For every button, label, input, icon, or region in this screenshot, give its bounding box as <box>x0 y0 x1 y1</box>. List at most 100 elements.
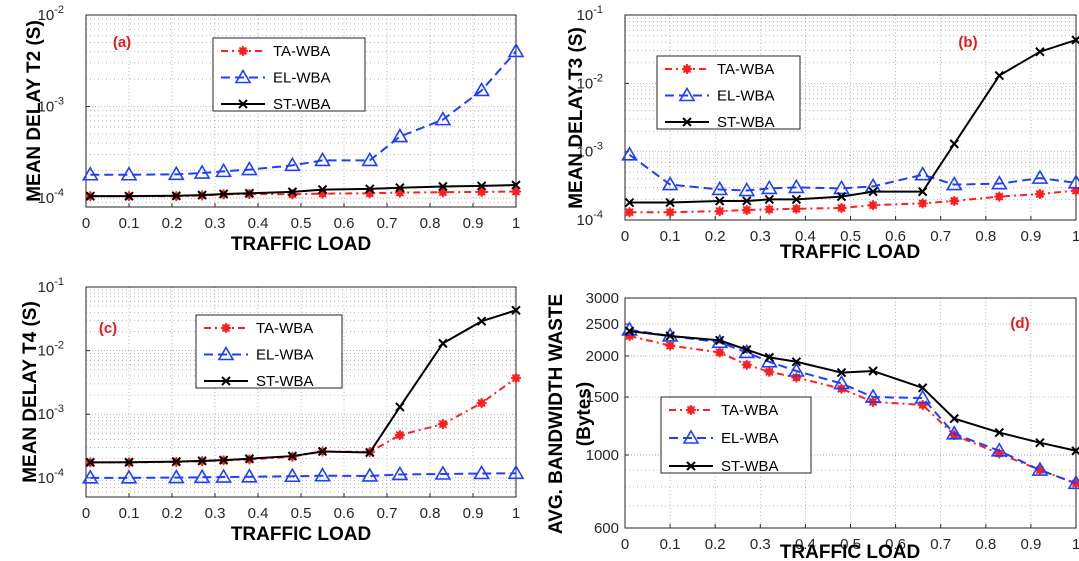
y-tick-label: 2500 <box>586 316 619 333</box>
x-axis-label: TRAFFIC LOAD <box>780 242 920 263</box>
y-tick-label: 600 <box>594 520 619 537</box>
x-tick-label: 1 <box>512 215 520 232</box>
y-tick-label: 3000 <box>586 290 619 307</box>
legend-label: EL-WBA <box>256 347 314 364</box>
data-point <box>741 205 752 216</box>
x-tick-label: 0.5 <box>291 505 312 522</box>
data-point <box>665 207 676 218</box>
panel-tag: (d) <box>1010 315 1029 332</box>
data-point <box>120 166 138 181</box>
legend-marker <box>686 461 696 471</box>
data-point <box>197 190 207 200</box>
data-point <box>1035 47 1045 57</box>
data-point <box>741 359 752 370</box>
data-point <box>836 191 847 202</box>
data-point <box>787 362 805 377</box>
series-line <box>628 153 1077 192</box>
x-tick-label: 0.5 <box>840 536 861 553</box>
x-tick-label: 0.3 <box>750 228 771 245</box>
series-el-wba <box>81 464 525 484</box>
data-point <box>787 178 805 194</box>
data-point <box>836 202 847 213</box>
data-point <box>193 164 211 179</box>
series-el-wba <box>621 146 1079 197</box>
x-tick-label: 0.4 <box>795 536 816 553</box>
legend-marker <box>678 86 696 102</box>
data-point <box>365 447 375 458</box>
x-tick-label: 0.2 <box>705 228 726 245</box>
x-tick-label: 0.5 <box>291 215 312 232</box>
data-point <box>868 186 878 197</box>
y-tick-label: 10-2 <box>577 72 603 92</box>
data-point <box>711 180 729 196</box>
data-point <box>714 347 725 358</box>
y-axis-label: MEAN DELAY T2 (S) <box>24 20 45 202</box>
data-point <box>994 70 1005 81</box>
data-point <box>1031 169 1049 184</box>
data-point <box>395 182 405 193</box>
x-tick-label: 0 <box>621 228 629 245</box>
series-line <box>90 50 517 176</box>
data-point <box>665 331 675 341</box>
data-point <box>244 188 255 198</box>
x-tick-label: 0.8 <box>975 228 996 245</box>
y-tick-label: 10-1 <box>38 276 64 296</box>
legend-label: ST-WBA <box>273 96 331 113</box>
y-axis-label: MEAN DELAY T4 (S) <box>20 301 41 483</box>
data-point <box>438 338 448 349</box>
data-point <box>244 453 255 464</box>
x-tick-label: 1 <box>512 505 520 522</box>
legend: TA-WBA EL-WBA ST-WBA <box>212 37 366 113</box>
data-point <box>714 206 725 217</box>
data-point <box>665 197 675 208</box>
x-tick-label: 0 <box>621 536 629 553</box>
data-point <box>473 464 490 480</box>
data-point <box>317 446 328 457</box>
legend-marker <box>221 376 231 386</box>
legend-marker <box>234 68 252 84</box>
series-st-wba <box>85 180 521 201</box>
data-point <box>365 184 375 194</box>
x-axis-label: TRAFFIC LOAD <box>231 524 371 545</box>
data-point <box>624 207 635 218</box>
x-tick-label: 0.7 <box>930 228 951 245</box>
data-point <box>81 166 99 181</box>
x-tick-label: 0.3 <box>205 505 226 522</box>
data-point <box>868 366 878 376</box>
legend-marker <box>238 99 248 109</box>
data-point <box>1034 189 1045 200</box>
x-tick-label: 0.9 <box>1020 536 1041 553</box>
data-point <box>764 366 775 377</box>
data-point <box>624 197 635 208</box>
y-tick-label: 1000 <box>586 447 619 464</box>
x-tick-label: 0.1 <box>119 215 140 232</box>
x-tick-label: 0.3 <box>205 215 226 232</box>
x-tick-label: 0.6 <box>885 536 906 553</box>
x-tick-label: 0.4 <box>248 215 269 232</box>
x-tick-label: 0.2 <box>162 215 183 232</box>
data-point <box>287 451 298 461</box>
data-point <box>1067 174 1079 189</box>
data-point <box>914 166 932 181</box>
y-tick-label: 10-3 <box>38 403 64 423</box>
x-tick-label: 0.9 <box>1020 228 1041 245</box>
data-point <box>990 442 1008 457</box>
data-point <box>833 374 850 390</box>
data-point <box>917 198 928 209</box>
legend-label: TA-WBA <box>256 320 313 337</box>
x-tick-label: 0.3 <box>750 536 771 553</box>
data-point <box>949 139 959 149</box>
data-point <box>742 196 752 206</box>
panel-tag: (a) <box>113 34 131 51</box>
x-tick-label: 0.1 <box>660 536 681 553</box>
data-point <box>621 146 638 161</box>
series-st-wba <box>624 35 1079 208</box>
x-tick-label: 0.8 <box>975 536 996 553</box>
chart-panel-2: 0 0.1 0.2 0.3 0.4 0.5 0.6 0.7 0.8 0.9 1 10-4 10-3 10-… <box>566 4 1079 263</box>
data-point <box>391 465 409 481</box>
data-point <box>917 186 928 197</box>
x-tick-label: 0 <box>82 505 90 522</box>
legend-marker <box>682 429 700 444</box>
data-point <box>833 179 850 195</box>
legend-label: EL-WBA <box>717 88 775 105</box>
